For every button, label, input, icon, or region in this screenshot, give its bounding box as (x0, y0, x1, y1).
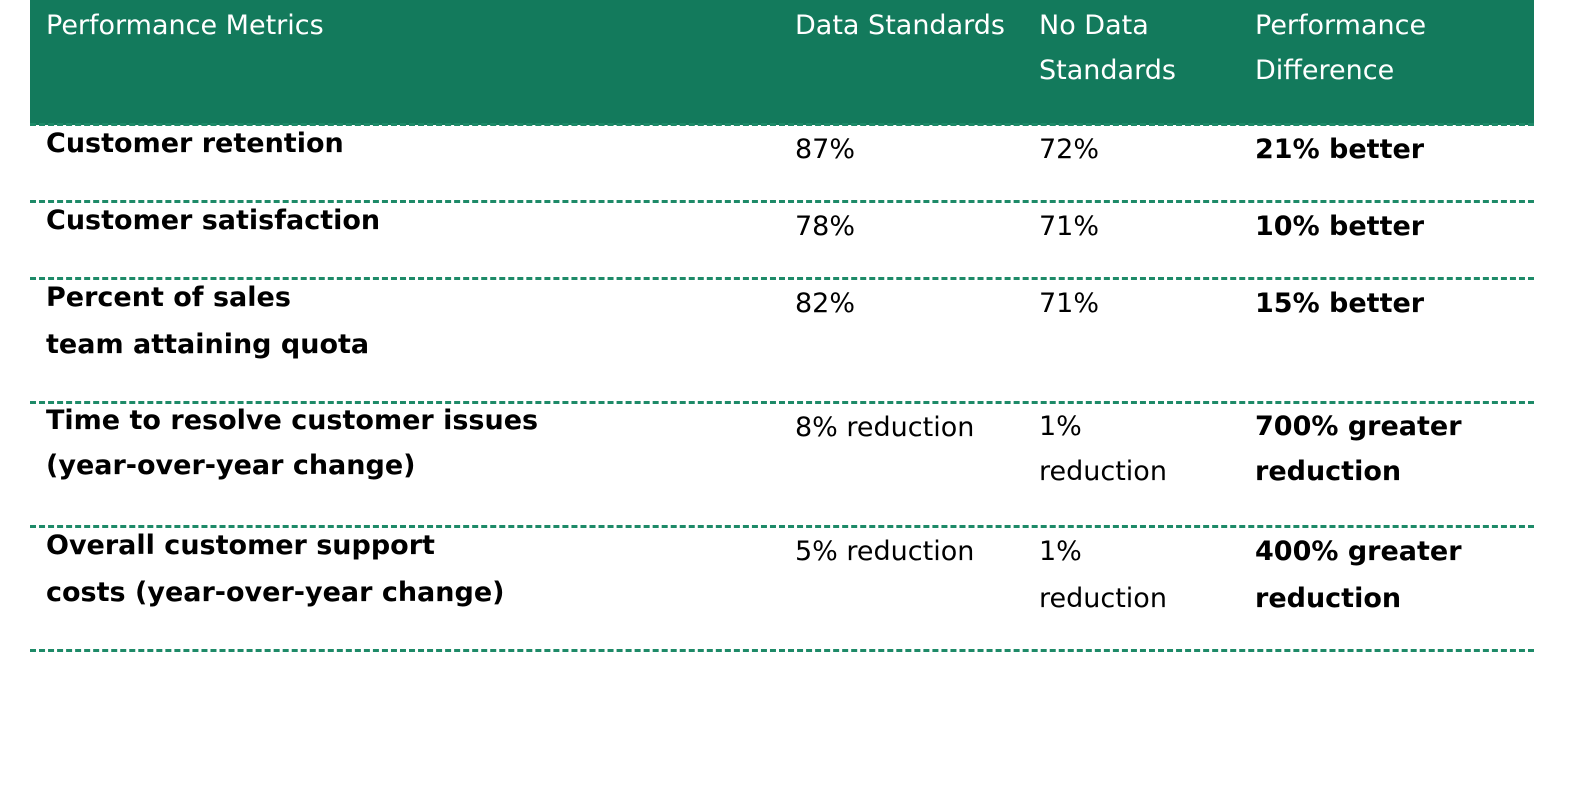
table-header: Performance Metrics Data Standards No Da… (30, 0, 1534, 125)
no-data-standards-value: 71% (1039, 288, 1100, 319)
data-standards-value: 5% reduction (795, 536, 975, 567)
table-row: Overall customer support costs (year-ove… (30, 528, 1534, 652)
table-row: Time to resolve customer issues (year-ov… (30, 404, 1534, 528)
data-standards-value: 82% (795, 288, 856, 319)
no-data-standards-value: 72% (1039, 134, 1100, 165)
metric-label: Percent of sales team attaining quota (46, 282, 370, 360)
performance-difference-value: 700% greater reduction (1255, 411, 1462, 487)
performance-difference-value: 10% better (1255, 211, 1425, 242)
no-data-standards-value: 1% reduction (1039, 536, 1167, 614)
performance-difference-value: 400% greater reduction (1255, 536, 1462, 614)
metric-label: Customer satisfaction (46, 205, 381, 236)
metric-label: Customer retention (46, 128, 344, 159)
performance-metrics-table: Performance Metrics Data Standards No Da… (30, 0, 1534, 652)
header-no-data-standards: No Data Standards (1039, 10, 1176, 86)
performance-difference-value: 21% better (1255, 134, 1425, 165)
data-standards-value: 87% (795, 134, 856, 165)
header-performance-difference: Performance Difference (1255, 10, 1427, 86)
no-data-standards-value: 71% (1039, 211, 1100, 242)
header-data-standards: Data Standards (795, 10, 1005, 41)
header-performance-metrics: Performance Metrics (46, 10, 324, 41)
metric-label: Time to resolve customer issues (year-ov… (46, 405, 539, 481)
table-row: Customer retention 87% 72% 21% better (30, 123, 1534, 203)
data-standards-value: 78% (795, 211, 856, 242)
metric-label: Overall customer support costs (year-ove… (46, 530, 505, 608)
table-row: Customer satisfaction 78% 71% 10% better (30, 203, 1534, 280)
no-data-standards-value: 1% reduction (1039, 411, 1167, 487)
performance-difference-value: 15% better (1255, 288, 1425, 319)
table-row: Percent of sales team attaining quota 82… (30, 280, 1534, 404)
data-standards-value: 8% reduction (795, 412, 975, 443)
